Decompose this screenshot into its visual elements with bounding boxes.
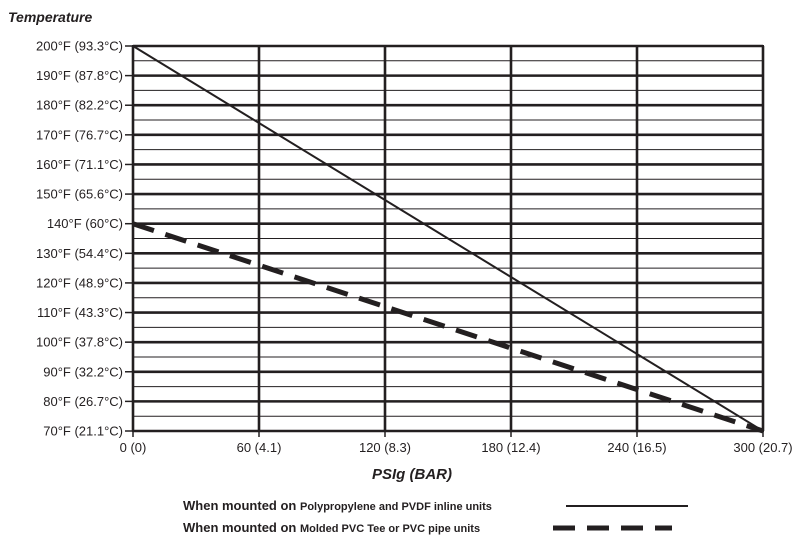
y-tick-label: 80°F (26.7°C) [43,394,123,409]
y-tick-label: 70°F (21.1°C) [43,424,123,439]
y-tick-label: 100°F (37.8°C) [36,335,123,350]
x-tick-label: 180 (12.4) [481,440,540,455]
y-axis-title: Temperature [8,9,93,25]
y-tick-label: 160°F (71.1°C) [36,157,123,172]
y-tick-label: 130°F (54.4°C) [36,246,123,261]
y-tick-label: 150°F (65.6°C) [36,187,123,202]
y-tick-label: 200°F (93.3°C) [36,39,123,54]
legend: When mounted on Polypropylene and PVDF i… [183,498,688,535]
y-tick-label: 120°F (48.9°C) [36,275,123,290]
x-tick-label: 240 (16.5) [607,440,666,455]
y-tick-label: 170°F (76.7°C) [36,127,123,142]
y-tick-label: 180°F (82.2°C) [36,98,123,113]
x-tick-label: 300 (20.7) [733,440,792,455]
x-axis-title: PSIg (BAR) [372,466,452,483]
y-tick-label: 110°F (43.3°C) [37,305,123,320]
y-tick-label: 190°F (87.8°C) [36,68,123,83]
legend-label-prefix: When mounted on [183,520,300,535]
plot-frame [132,45,764,432]
legend-label: When mounted on Polypropylene and PVDF i… [183,498,492,513]
legend-label-suffix: Molded PVC Tee or PVC pipe units [300,523,480,535]
legend-label-prefix: When mounted on [183,498,300,513]
grid [131,44,765,433]
y-tick-label: 140°F (60°C) [47,216,123,231]
y-tick-labels: 70°F (21.1°C) 80°F (26.7°C) 90°F (32.2°C) 1… [36,39,133,439]
series-line-polypropylene [132,45,764,432]
x-tick-label: 120 (8.3) [359,440,411,455]
x-tick-labels: 0 (0) 60 (4.1) 120 (8.3) 180 (12.4) 240 (16.… [120,431,793,455]
legend-label: When mounted on Molded PVC Tee or PVC pi… [183,520,480,535]
legend-label-suffix: Polypropylene and PVDF inline units [300,501,492,513]
series-lines [132,45,764,434]
x-tick-label: 60 (4.1) [237,440,282,455]
y-tick-label: 90°F (32.2°C) [43,364,123,379]
series-line-pvc [132,221,764,434]
x-tick-label: 0 (0) [120,440,147,455]
